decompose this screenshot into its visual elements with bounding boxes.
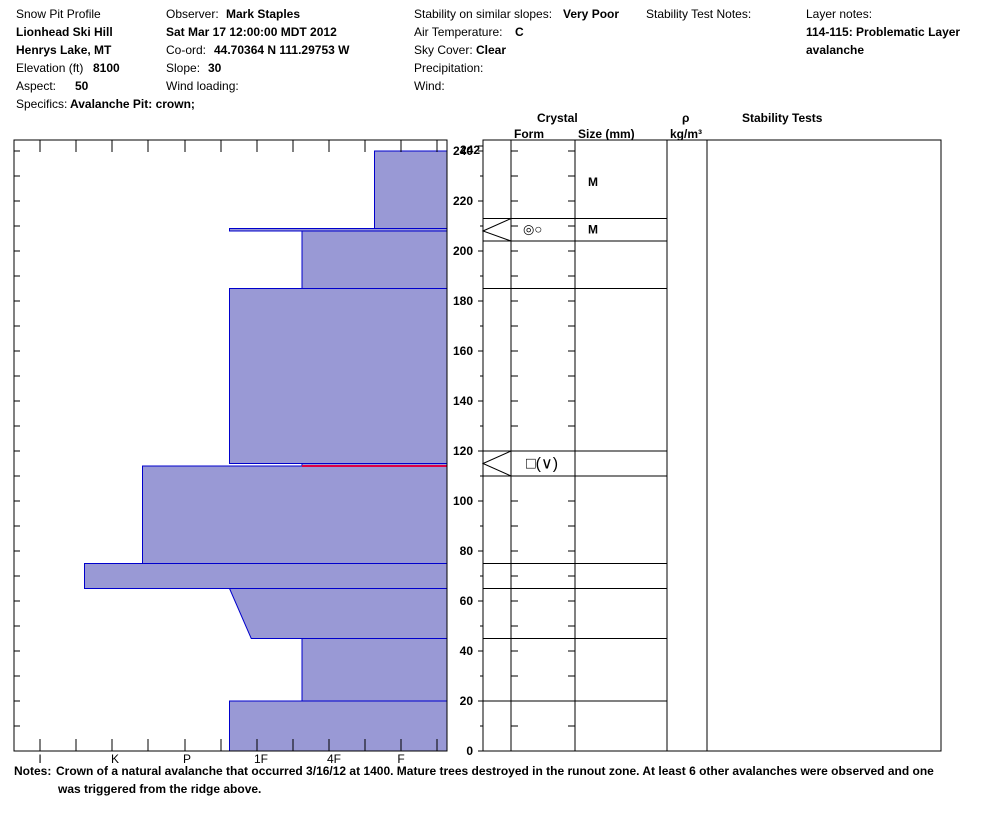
hardness-tick-label: I <box>38 752 41 766</box>
height-tick-label: 180 <box>453 294 473 308</box>
specifics-value: Avalanche Pit: crown; <box>70 97 195 111</box>
hardness-layer-bar <box>228 588 448 639</box>
layer-connector-wedge <box>481 450 512 477</box>
height-tick-label: 60 <box>460 594 474 608</box>
elevation-value: 8100 <box>93 61 120 75</box>
location-name: Lionhead Ski Hill <box>16 25 113 39</box>
rho-header: ρ <box>682 111 690 125</box>
size-header: Size (mm) <box>578 127 635 141</box>
wind-label: Wind: <box>414 79 445 93</box>
density-unit-header: kg/m³ <box>670 127 703 141</box>
notes-line1: Crown of a natural avalanche that occurr… <box>56 764 934 778</box>
stability-notes-label: Stability Test Notes: <box>646 7 752 21</box>
observation-datetime: Sat Mar 17 12:00:00 MDT 2012 <box>166 25 337 39</box>
profile-title: Snow Pit Profile <box>16 7 101 21</box>
stability-tests-header: Stability Tests <box>742 111 823 125</box>
height-tick-label: 240 <box>453 144 473 158</box>
height-tick-label: 80 <box>460 544 474 558</box>
hardness-tick-label: F <box>397 752 404 766</box>
stability-value: Very Poor <box>563 7 620 21</box>
hardness-layer-bar <box>84 563 448 589</box>
height-tick-label: 200 <box>453 244 473 258</box>
hardness-graph-frame <box>13 139 448 752</box>
layer-notes-line2: avalanche <box>806 43 865 57</box>
grain-form-symbol: □(∨) <box>526 456 558 473</box>
hardness-tick-label: 4F <box>327 752 341 766</box>
height-tick-label: 120 <box>453 444 473 458</box>
layer-connector-wedge <box>481 218 512 242</box>
observer-value: Mark Staples <box>226 7 301 21</box>
height-tick-label: 160 <box>453 344 473 358</box>
hardness-layer-bar <box>229 288 448 464</box>
slope-label: Slope: <box>166 61 201 75</box>
chart-frames: I K P 1F 4F F 0 20 40 60 80 100 120 140 160 180 200 220 24… <box>13 139 942 766</box>
precip-label: Precipitation: <box>414 61 484 75</box>
crystal-header: Crystal <box>537 111 578 125</box>
grain-size-label: M <box>588 175 598 189</box>
hardness-layer-bar <box>301 638 448 702</box>
hardness-layer-bar <box>142 465 448 564</box>
height-tick-label: 0 <box>466 744 473 758</box>
crystal-grid-frame <box>482 139 942 752</box>
height-tick-label: 20 <box>460 694 474 708</box>
aspect-label: Aspect: <box>16 79 57 93</box>
form-header: Form <box>514 127 544 141</box>
grain-form-symbol: ◎○ <box>523 222 542 237</box>
air-temp-label: Air Temperature: <box>414 25 503 39</box>
height-tick-label: 140 <box>453 394 473 408</box>
hardness-layer-bar <box>229 700 448 752</box>
height-tick-label: 220 <box>453 194 473 208</box>
coord-value: 44.70364 N 111.29753 W <box>214 43 350 57</box>
layer-notes-label: Layer notes: <box>806 7 873 21</box>
notes-label: Notes: <box>14 764 52 778</box>
height-tick-label: 40 <box>460 644 474 658</box>
sky-value: Clear <box>476 43 507 57</box>
coord-label: Co-ord: <box>166 43 207 57</box>
air-temp-value: C <box>515 25 524 39</box>
wind-loading-label: Wind loading: <box>166 79 239 93</box>
aspect-value: 50 <box>75 79 89 93</box>
notes-line2: was triggered from the ridge above. <box>58 782 262 796</box>
hardness-tick-label: 1F <box>254 752 268 766</box>
sky-label: Sky Cover: <box>414 43 473 57</box>
grain-size-label: M <box>588 223 598 237</box>
specifics-label: Specifics: <box>16 97 68 111</box>
layer-notes-line1: 114-115: Problematic Layer <box>806 25 961 39</box>
elevation-label: Elevation (ft) <box>16 61 84 75</box>
hardness-layer-bar <box>301 230 448 289</box>
hardness-tick-label: K <box>111 752 119 766</box>
region-name: Henrys Lake, MT <box>16 43 112 57</box>
observer-label: Observer: <box>166 7 219 21</box>
hardness-profile <box>84 150 448 752</box>
hardness-tick-label: P <box>183 752 191 766</box>
grain-annotations: □(∨) ◎○ M M <box>523 175 598 473</box>
height-tick-label: 100 <box>453 494 473 508</box>
height-tick-label: 242 <box>460 143 480 157</box>
slope-value: 30 <box>208 61 222 75</box>
hardness-layer-bar <box>374 150 448 229</box>
stability-label: Stability on similar slopes: <box>414 7 553 21</box>
